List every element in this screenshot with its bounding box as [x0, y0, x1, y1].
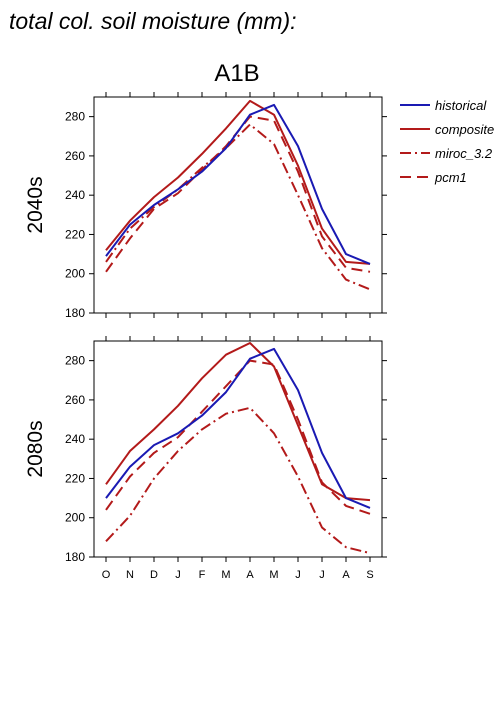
y-tick-label: 240: [65, 188, 85, 202]
y-tick-label: 280: [65, 110, 85, 124]
x-tick-label: J: [295, 569, 301, 581]
legend: historical composite miroc_3.2 pcm1: [400, 98, 494, 185]
y-tick-label: 200: [65, 511, 85, 525]
series-line-historical: [105, 103, 371, 265]
x-tick-label: D: [150, 569, 158, 581]
x-tick-label: S: [366, 569, 373, 581]
y-tick-label: 180: [65, 306, 85, 320]
y-tick-label: 260: [65, 149, 85, 163]
x-tick-label: J: [319, 569, 325, 581]
legend-label: historical: [435, 98, 487, 113]
legend-label: pcm1: [434, 170, 467, 185]
series-line-composite: [105, 342, 371, 502]
legend-item-miroc_3.2: miroc_3.2: [400, 146, 493, 161]
series-line-miroc_3.2: [105, 406, 371, 555]
legend-item-pcm1: pcm1: [400, 170, 467, 185]
y-tick-label: 200: [65, 267, 85, 281]
y-tick-label: 260: [65, 393, 85, 407]
panel-label: 2080s: [24, 420, 47, 477]
x-tick-label: F: [199, 569, 206, 581]
x-tick-label: M: [269, 569, 278, 581]
y-tick-label: 180: [65, 550, 85, 564]
series-line-pcm1: [105, 115, 371, 273]
plot-frame: [93, 96, 383, 314]
x-tick-label: O: [102, 569, 111, 581]
legend-label: miroc_3.2: [435, 146, 493, 161]
x-tick-label: N: [126, 569, 134, 581]
series-line-miroc_3.2: [105, 123, 371, 291]
panel-label: 2040s: [24, 176, 47, 233]
y-tick-label: 220: [65, 471, 85, 485]
panel-2040s: 180 200 220 240 260 280 2040s: [24, 92, 387, 320]
series-line-composite: [105, 99, 371, 265]
plot-frame: [93, 340, 383, 558]
series-line-historical: [105, 347, 371, 509]
figure-title: total col. soil moisture (mm):: [9, 8, 297, 34]
legend-item-composite: composite: [400, 122, 494, 137]
x-tick-label: A: [342, 569, 350, 581]
y-tick-label: 240: [65, 432, 85, 446]
x-tick-label: A: [246, 569, 254, 581]
chart-title: A1B: [214, 60, 259, 87]
legend-item-historical: historical: [400, 98, 487, 113]
y-tick-label: 220: [65, 227, 85, 241]
x-tick-label: J: [175, 569, 181, 581]
legend-label: composite: [435, 122, 494, 137]
y-tick-label: 280: [65, 354, 85, 368]
x-tick-label: M: [221, 569, 230, 581]
panel-2080s: 180 200 220 240 260 280 O N D J F M A M J J A S 2080s: [24, 336, 387, 581]
